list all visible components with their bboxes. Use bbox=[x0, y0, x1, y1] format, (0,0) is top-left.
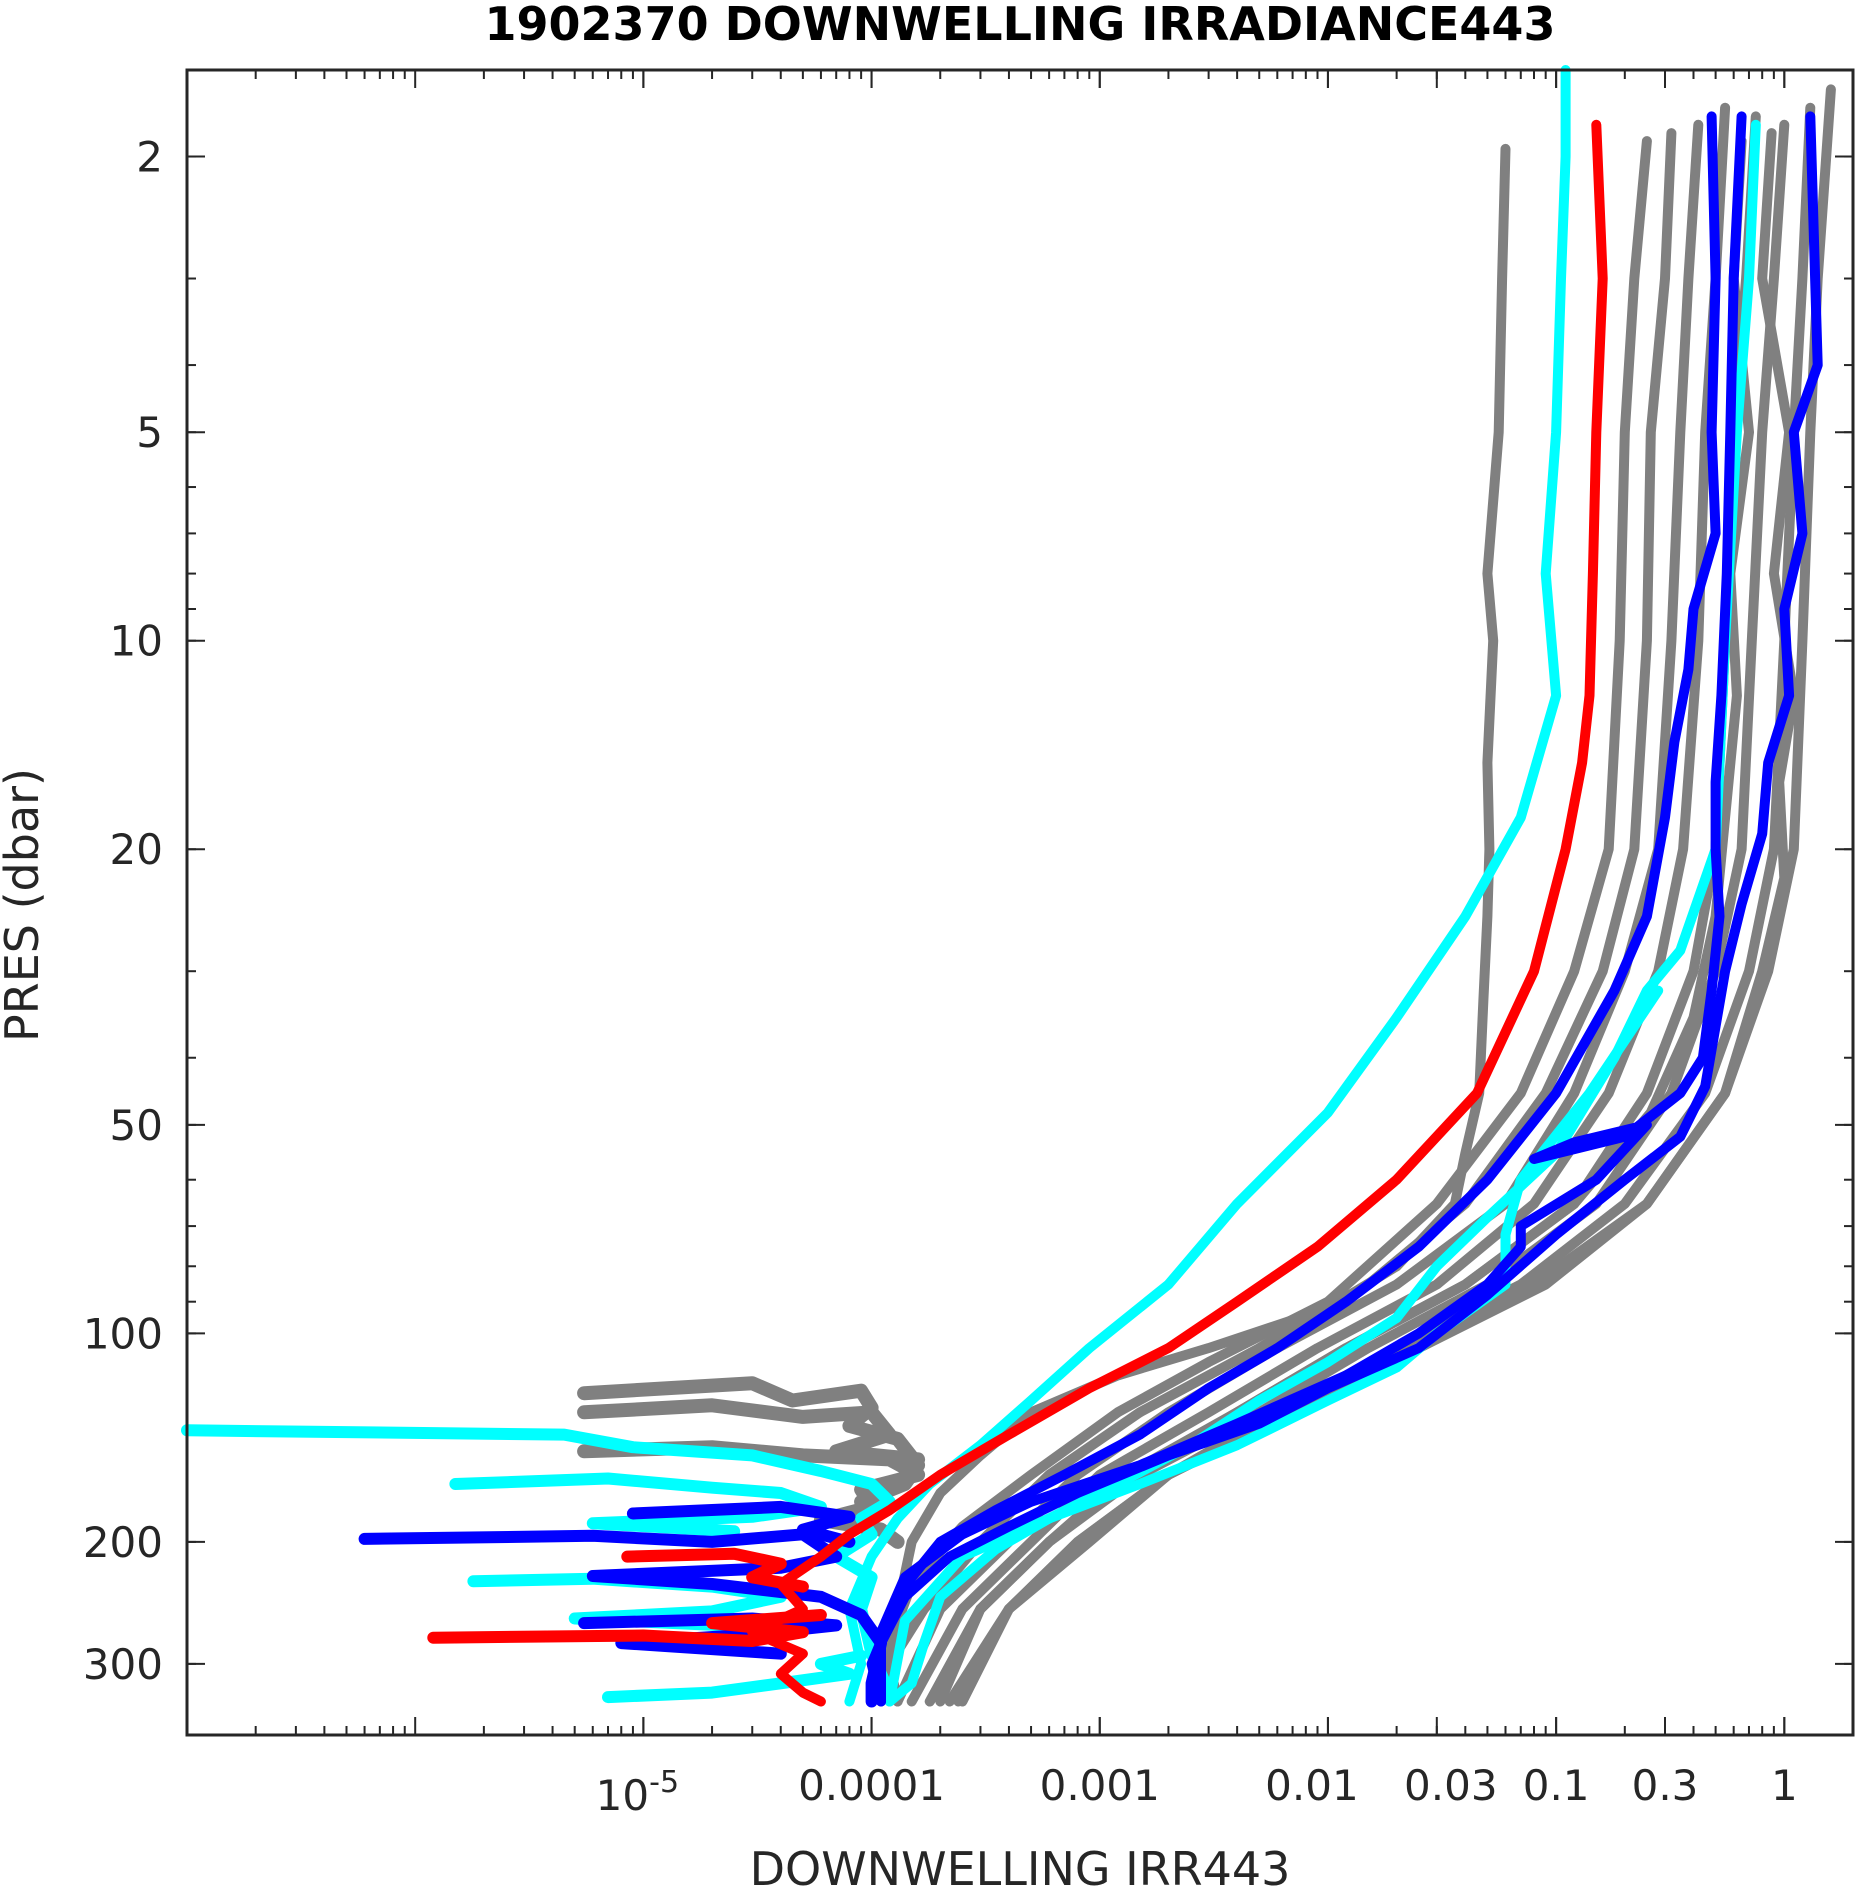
x-tick-label: 1 bbox=[1771, 1761, 1798, 1810]
x-tick-label: 10-5 bbox=[596, 1765, 679, 1820]
series-line-gray-3 bbox=[892, 119, 1704, 1707]
series-line-cyan-16 bbox=[884, 985, 1664, 1707]
y-tick-label: 100 bbox=[83, 1309, 163, 1358]
x-axis-label: DOWNWELLING IRR443 bbox=[750, 1842, 1291, 1896]
x-tick-label: 0.3 bbox=[1632, 1761, 1699, 1810]
series-line-blue-24 bbox=[358, 1528, 887, 1708]
y-tick-label: 200 bbox=[83, 1518, 163, 1567]
chart-title: 1902370 DOWNWELLING IRRADIANCE443 bbox=[485, 0, 1556, 51]
series-line-cyan-17 bbox=[181, 1424, 896, 1699]
series-line-gray-1 bbox=[876, 136, 1652, 1707]
series-line-blue-23 bbox=[866, 111, 1747, 1707]
series-line-blue-21 bbox=[866, 111, 1721, 1707]
series-line-gray-9 bbox=[953, 128, 1799, 1707]
y-tick-label: 10 bbox=[110, 617, 163, 666]
series-line-blue-22 bbox=[876, 111, 1823, 1707]
y-tick-label: 2 bbox=[136, 133, 163, 182]
x-tick-label: 0.1 bbox=[1523, 1761, 1590, 1810]
plot-frame bbox=[185, 68, 1855, 1737]
x-tick-label: 0.01 bbox=[1265, 1761, 1359, 1810]
series-line-cyan-18 bbox=[449, 1472, 827, 1538]
series-line-gray-12 bbox=[577, 1398, 926, 1482]
series-layer bbox=[181, 65, 1836, 1708]
y-axis-label: PRES (dbar) bbox=[0, 768, 49, 1042]
series-line-gray-11 bbox=[577, 1376, 926, 1526]
series-line-cyan-14 bbox=[844, 65, 1571, 1707]
series-line-red-29 bbox=[621, 1547, 809, 1593]
x-tick-label: 0.0001 bbox=[798, 1761, 945, 1810]
y-tick-label: 5 bbox=[136, 408, 163, 457]
x-tick-label: 0.03 bbox=[1404, 1761, 1498, 1810]
series-line-cyan-20 bbox=[602, 1649, 868, 1704]
tick-layer: 10-5 0.0001 0.001 0.01 0.03 0.1 0.3 1 2 5 10 20 50 10… bbox=[83, 70, 1854, 1820]
series-line-blue-25 bbox=[626, 1500, 856, 1548]
series-line-gray-0 bbox=[884, 143, 1511, 1707]
x-tick-label: 0.001 bbox=[1040, 1761, 1160, 1810]
y-tick-label: 300 bbox=[83, 1640, 163, 1689]
series-line-red-28 bbox=[427, 1609, 827, 1647]
y-tick-label: 20 bbox=[110, 825, 163, 874]
y-tick-label: 50 bbox=[110, 1101, 163, 1150]
